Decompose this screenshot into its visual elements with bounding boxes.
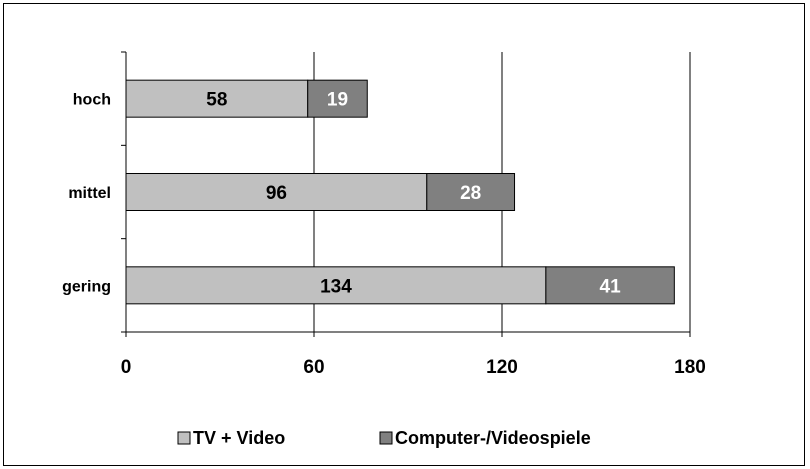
bar-hoch-computer-videospiele — [307, 79, 368, 118]
data-label-mittel-computer-videospiele: 28 — [460, 183, 481, 204]
legend-swatch-computer-videospiele — [379, 431, 393, 445]
legend-label-computer-videospiele: Computer-/Videospiele — [395, 428, 591, 448]
x-tick-label-180: 180 — [674, 357, 706, 378]
category-label-mittel: mittel — [68, 185, 111, 202]
labels: 58 19 hoch 96 28 mittel 134 41 gering 0 60 120 180 — [62, 90, 706, 378]
axes — [121, 51, 691, 337]
data-label-mittel-tv-video: 96 — [266, 183, 287, 204]
bar-hoch-tv-video — [125, 79, 309, 118]
bar-mittel-computer-videospiele — [426, 173, 516, 211]
bar-gering-tv-video — [125, 266, 547, 305]
data-label-gering-computer-videospiele: 41 — [600, 276, 622, 297]
x-tick-label-60: 60 — [303, 357, 324, 378]
bars — [125, 79, 675, 305]
bar-mittel-tv-video — [125, 173, 428, 211]
x-tick-label-120: 120 — [486, 357, 518, 378]
x-tick-label-0: 0 — [121, 357, 132, 378]
data-label-hoch-tv-video: 58 — [206, 90, 227, 111]
data-label-gering-tv-video: 134 — [320, 276, 352, 297]
bar-gering-computer-videospiele — [545, 266, 675, 305]
category-label-gering: gering — [62, 278, 111, 295]
category-label-hoch: hoch — [73, 92, 111, 109]
legend-label-tv-video: TV + Video — [193, 428, 285, 448]
legend-swatch-tv-video — [177, 431, 191, 445]
data-label-hoch-computer-videospiele: 19 — [327, 90, 348, 111]
legend: TV + Video Computer-/Videospiele — [177, 428, 591, 448]
